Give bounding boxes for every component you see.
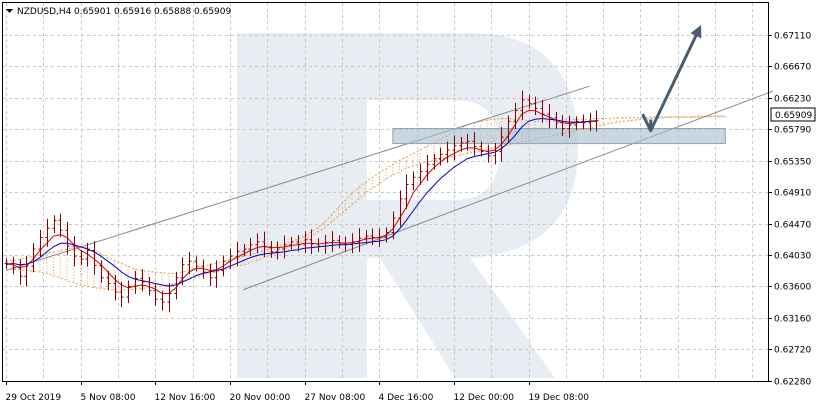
resistance-zone-rect	[392, 128, 726, 145]
kijun-sen-path	[5, 117, 597, 287]
y-tick-label: 0.65350	[774, 158, 811, 168]
open-value: 0.65901	[74, 7, 111, 17]
y-tick-label: 0.65790	[774, 126, 811, 136]
last-price-label: 0.65909	[775, 111, 812, 121]
y-tick-label: 0.64470	[774, 221, 811, 231]
y-tick-label: 0.66670	[774, 63, 811, 73]
close-value: 0.65909	[194, 7, 231, 17]
forecast-arrow-head	[690, 24, 702, 39]
resistance-zone	[392, 128, 726, 145]
y-tick-label: 0.64030	[774, 252, 811, 262]
senkou-span-a	[5, 115, 726, 274]
chart-header: NZDUSD,H4 0.65901 0.65916 0.65888 0.6590…	[6, 7, 231, 17]
price-bars	[4, 90, 599, 313]
channel-upper-line	[5, 85, 590, 272]
high-value: 0.65916	[114, 7, 151, 17]
x-tick-label: 20 Nov 00:00	[230, 393, 291, 403]
low-value: 0.65888	[154, 7, 191, 17]
y-tick-label: 0.62720	[774, 346, 811, 356]
y-tick-label: 0.64910	[774, 189, 811, 199]
x-tick-label: 19 Dec 08:00	[529, 393, 590, 403]
symbol-dropdown-icon[interactable]	[6, 9, 13, 13]
channel-lower-line	[242, 90, 773, 291]
symbol-label: NZDUSD,H4	[17, 7, 72, 17]
x-tick-label: 12 Nov 16:00	[155, 393, 216, 403]
x-tick-label: 5 Nov 08:00	[81, 393, 136, 403]
forecast-arrow	[641, 24, 702, 133]
x-tick-label: 4 Dec 16:00	[379, 393, 434, 403]
x-tick-label: 27 Nov 08:00	[305, 393, 366, 403]
y-tick-label: 0.67110	[774, 32, 811, 42]
price-axis: 0.67110 0.66670 0.66230 0.65790 0.65350 0.649…	[768, 32, 811, 388]
tenkan-sen-line	[5, 110, 597, 294]
forecast-arrow-path	[641, 27, 701, 133]
y-tick-label: 0.63600	[774, 283, 811, 293]
time-axis: 29 Oct 2019 5 Nov 08:00 12 Nov 16:00 20 Nov…	[6, 381, 590, 403]
x-tick-label: 29 Oct 2019	[6, 393, 62, 403]
x-tick-label: 12 Dec 00:00	[454, 393, 515, 403]
trend-channel	[5, 85, 773, 291]
y-tick-label: 0.63160	[774, 315, 811, 325]
watermark-stem	[237, 33, 367, 378]
last-price-tag: 0.65909	[770, 107, 816, 122]
tenkan-sen-path	[5, 110, 597, 294]
y-tick-label: 0.62280	[774, 378, 811, 388]
y-tick-label: 0.66230	[774, 95, 811, 105]
kijun-sen-line	[5, 117, 597, 287]
